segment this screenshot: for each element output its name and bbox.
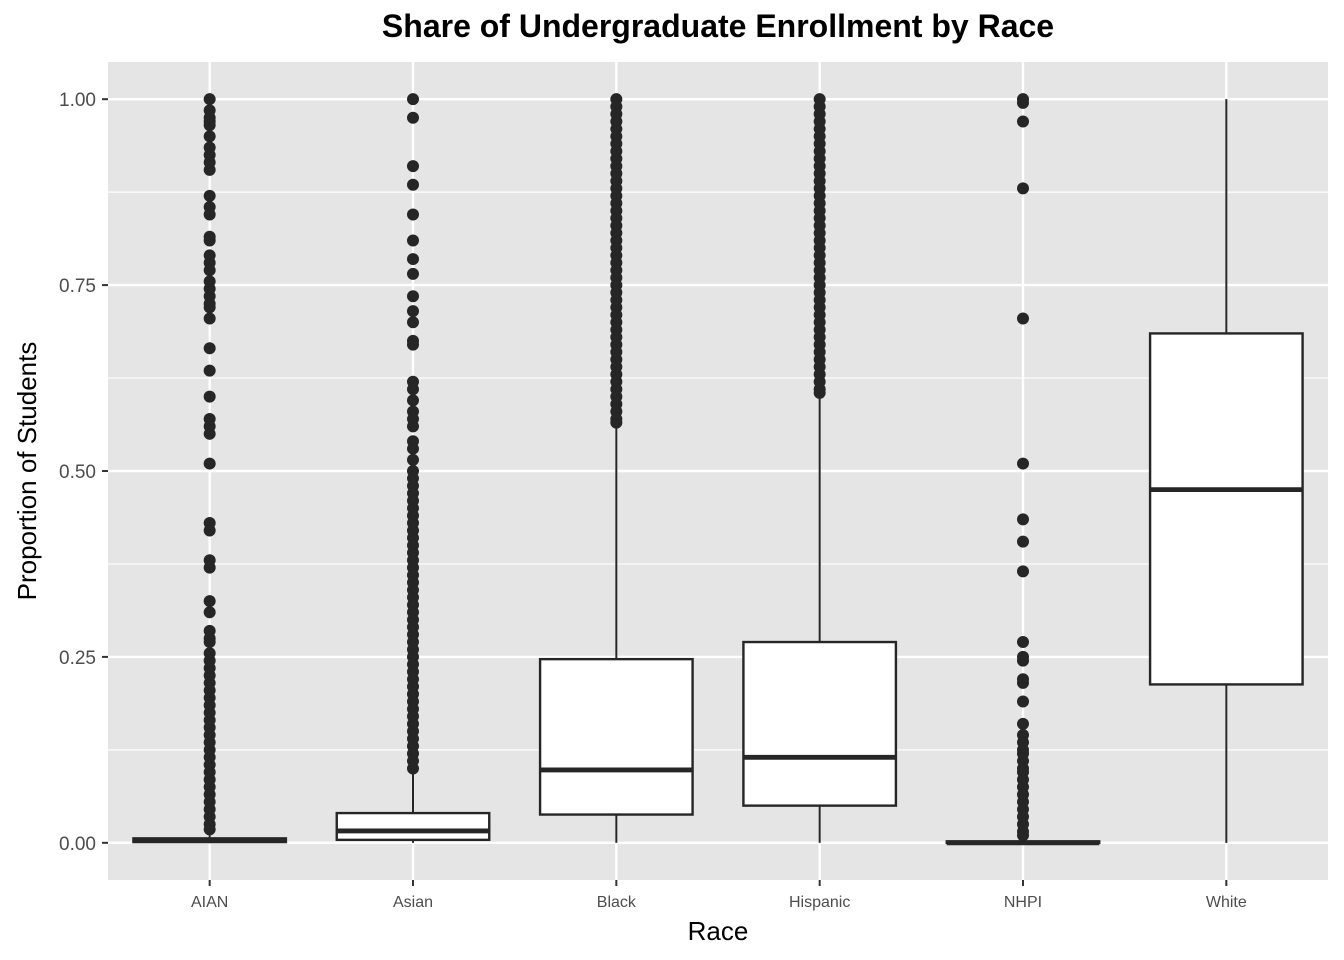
box-asian [335, 93, 491, 843]
outlier-point [1017, 312, 1029, 325]
outlier-point [407, 253, 419, 266]
outlier-point [203, 189, 216, 202]
outlier-point [407, 394, 419, 407]
outlier-point [610, 416, 623, 429]
x-tick-label: Asian [393, 894, 433, 911]
outlier-point [203, 636, 216, 649]
outlier-point [407, 383, 419, 396]
outlier-point [407, 338, 419, 351]
box-hispanic [742, 93, 898, 843]
box-nhpi [945, 93, 1101, 846]
outlier-point [407, 316, 419, 329]
outlier-point [203, 312, 216, 325]
x-axis-label: Race [688, 916, 749, 946]
boxes [132, 93, 1304, 846]
y-tick-label: 1.00 [59, 90, 96, 111]
box-iqr [1148, 332, 1304, 686]
outlier-point [203, 364, 216, 377]
y-tick-label: 0.75 [59, 276, 96, 297]
outlier-point [203, 457, 216, 470]
box-aian [132, 93, 288, 844]
x-tick-label: White [1206, 894, 1247, 911]
outlier-point [1017, 676, 1029, 689]
outlier-point [1017, 717, 1029, 730]
outlier-point [203, 163, 216, 176]
outlier-point [1017, 96, 1029, 109]
outlier-point [1017, 636, 1029, 649]
x-axis: AIAN Asian Black Hispanic NHPI White [191, 880, 1247, 911]
outlier-point [203, 606, 216, 619]
outlier-point [1017, 695, 1029, 708]
outlier-point [407, 762, 419, 775]
outlier-point [203, 234, 216, 247]
outlier-point [203, 93, 216, 106]
outlier-point [203, 595, 216, 608]
outlier-point [203, 823, 216, 836]
outlier-point [407, 420, 419, 433]
box-iqr [335, 811, 491, 842]
outlier-point [203, 301, 216, 314]
x-tick-label: Hispanic [789, 894, 850, 911]
outlier-point [203, 427, 216, 440]
box-iqr [538, 657, 694, 816]
outlier-point [1017, 457, 1029, 470]
x-tick-label: NHPI [1004, 894, 1042, 911]
x-tick-label: Black [597, 894, 637, 911]
outlier-point [203, 390, 216, 403]
outlier-point [407, 305, 419, 318]
outlier-point [407, 290, 419, 303]
y-axis: 0.00 0.25 0.50 0.75 1.00 [59, 90, 108, 855]
outlier-point [203, 264, 216, 277]
outlier-point [407, 267, 419, 280]
chart-title: Share of Undergraduate Enrollment by Rac… [381, 8, 1055, 44]
outlier-point [1017, 829, 1029, 842]
y-tick-label: 0.00 [59, 834, 96, 855]
outlier-point [1017, 535, 1029, 548]
outlier-point [203, 561, 216, 574]
x-tick-label: AIAN [191, 894, 228, 911]
outlier-point [407, 178, 419, 191]
outlier-point [1017, 115, 1029, 128]
outlier-point [203, 208, 216, 221]
outlier-point [203, 524, 216, 537]
box-iqr [742, 640, 898, 807]
outlier-point [407, 160, 419, 173]
outlier-point [1017, 565, 1029, 578]
y-axis-label: Proportion of Students [12, 342, 42, 601]
outlier-point [407, 453, 419, 466]
outlier-point [1017, 513, 1029, 526]
y-tick-label: 0.50 [59, 462, 96, 483]
outlier-point [203, 119, 216, 132]
outlier-point [407, 442, 419, 455]
box-black [538, 93, 694, 843]
outlier-point [407, 208, 419, 221]
outlier-point [1017, 182, 1029, 195]
y-tick-label: 0.25 [59, 648, 96, 669]
outlier-point [203, 130, 216, 143]
outlier-point [203, 342, 216, 355]
outlier-point [407, 111, 419, 124]
outlier-point [813, 386, 826, 399]
outlier-point [407, 234, 419, 247]
outlier-point [407, 93, 419, 106]
outlier-point [1017, 654, 1029, 667]
box-white [1148, 99, 1304, 843]
